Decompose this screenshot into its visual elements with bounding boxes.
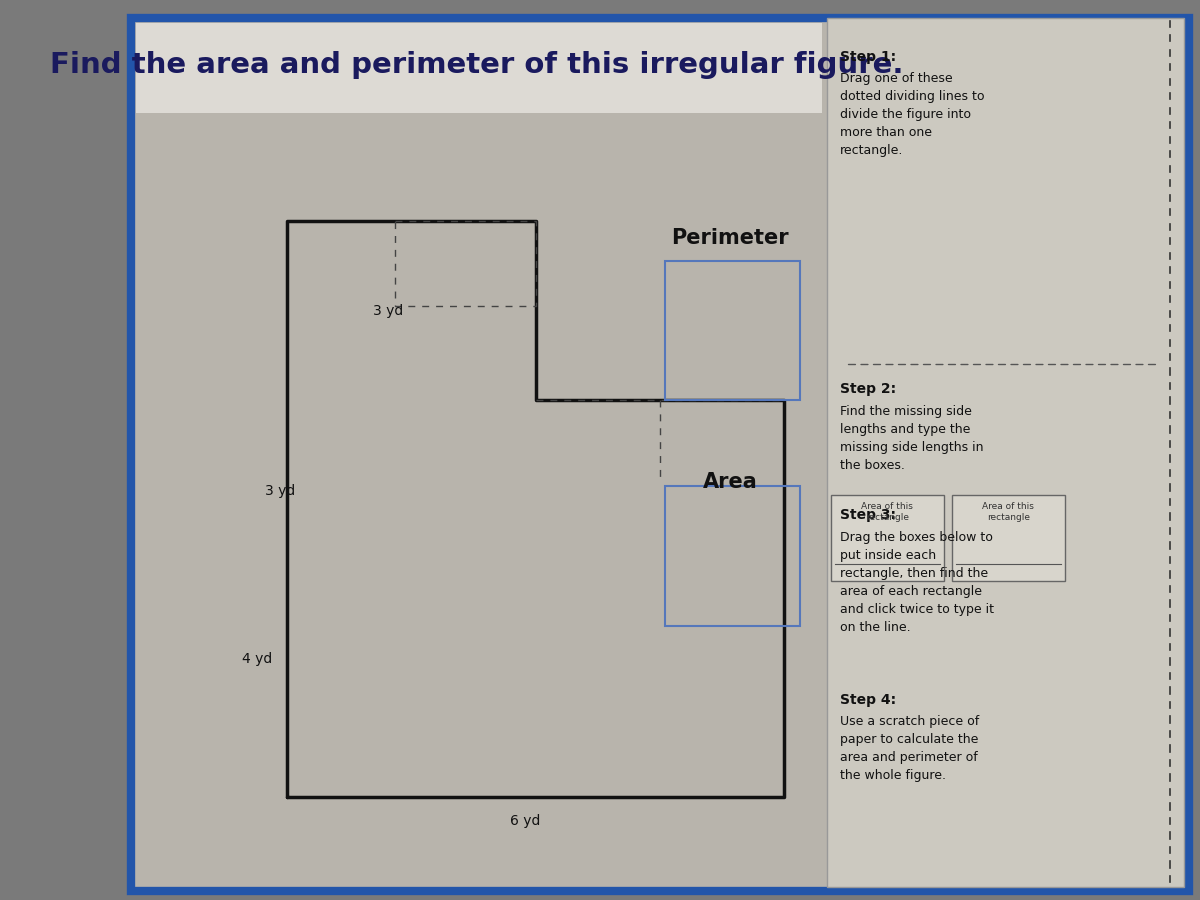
FancyBboxPatch shape bbox=[131, 18, 1189, 891]
Text: Area of this
rectangle: Area of this rectangle bbox=[983, 502, 1034, 522]
Text: Area: Area bbox=[703, 472, 757, 491]
Text: Step 1:: Step 1: bbox=[840, 50, 896, 64]
FancyBboxPatch shape bbox=[830, 495, 944, 580]
Text: 6 yd: 6 yd bbox=[510, 814, 540, 828]
Text: Drag one of these
dotted dividing lines to
divide the figure into
more than one
: Drag one of these dotted dividing lines … bbox=[840, 72, 985, 157]
Text: Step 3:: Step 3: bbox=[840, 508, 896, 523]
Text: Use a scratch piece of
paper to calculate the
area and perimeter of
the whole fi: Use a scratch piece of paper to calculat… bbox=[840, 716, 979, 782]
FancyBboxPatch shape bbox=[952, 495, 1064, 580]
FancyBboxPatch shape bbox=[827, 18, 1183, 886]
Text: 3 yd: 3 yd bbox=[264, 483, 295, 498]
Text: Drag the boxes below to
put inside each
rectangle, then find the
area of each re: Drag the boxes below to put inside each … bbox=[840, 531, 995, 634]
Text: 3 yd: 3 yd bbox=[373, 303, 403, 318]
Text: 4 yd: 4 yd bbox=[242, 652, 272, 666]
Text: Step 4:: Step 4: bbox=[840, 693, 896, 707]
FancyBboxPatch shape bbox=[136, 22, 822, 112]
Text: Area of this
rectangle: Area of this rectangle bbox=[862, 502, 913, 522]
Text: Step 2:: Step 2: bbox=[840, 382, 896, 397]
Text: Perimeter: Perimeter bbox=[671, 229, 788, 248]
Text: Find the missing side
lengths and type the
missing side lengths in
the boxes.: Find the missing side lengths and type t… bbox=[840, 405, 984, 472]
Text: Find the area and perimeter of this irregular figure.: Find the area and perimeter of this irre… bbox=[49, 50, 904, 79]
